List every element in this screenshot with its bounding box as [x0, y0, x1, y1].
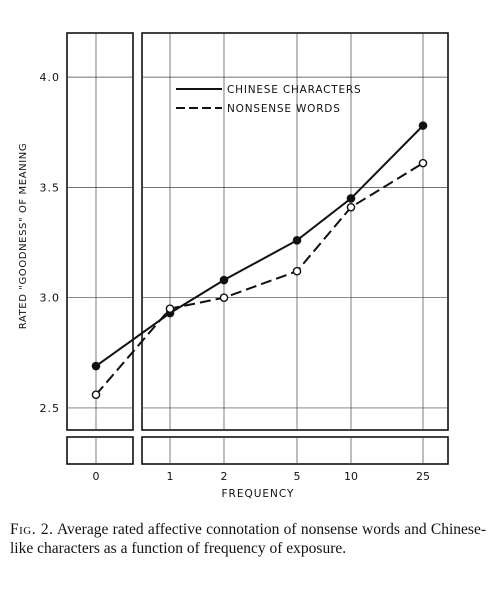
- data-series: [91, 121, 428, 400]
- chinese-characters-point-25: [418, 121, 428, 130]
- axis-strip-right: [141, 436, 449, 465]
- chinese-characters-point-10: [346, 194, 356, 203]
- x-tick-label: 10: [344, 470, 358, 483]
- nonsense-words-point-0: [91, 390, 101, 400]
- nonsense-words-point-5: [292, 266, 302, 276]
- legend-label: CHINESE CHARACTERS: [227, 84, 361, 96]
- y-tick-label: 4.0: [40, 71, 61, 84]
- y-tick-labels: 2.5 3.0 3.5 4.0: [40, 71, 61, 415]
- y-axis-label: RATED "GOODNESS" OF MEANING: [18, 143, 29, 329]
- nonsense-words-point-1: [165, 304, 175, 313]
- x-tick-label: 2: [221, 470, 228, 483]
- plot-frames: [66, 32, 449, 465]
- x-tick-label: 1: [167, 470, 174, 483]
- figure-caption: Fig. 2. Average rated affective connotat…: [10, 520, 486, 558]
- x-tick-label: 5: [294, 470, 301, 483]
- line-chart: 2.53.03.54.0 0 1 2 5 10 25 CHINESE CHARACTERS…: [18, 32, 449, 500]
- nonsense-words-point-25: [418, 158, 428, 168]
- x-tick-label: 25: [416, 470, 430, 483]
- legend: CHINESE CHARACTERS NONSENSE WORDS: [176, 84, 361, 115]
- nonsense-words-point-10: [346, 202, 356, 212]
- y-tick-label: 2.5: [40, 402, 61, 415]
- caption-text: Average rated affective connotation of n…: [10, 521, 486, 557]
- plot-frame-left: [66, 32, 134, 431]
- chinese-characters-point-0: [91, 361, 101, 371]
- series-line-nonsense-words: [95, 162, 424, 396]
- chinese-characters-point-5: [292, 236, 302, 245]
- y-tick-label: 3.0: [40, 292, 61, 305]
- chinese-characters-point-2: [219, 275, 229, 285]
- x-tick-labels: 0 1 2 5 10 25: [93, 470, 431, 483]
- nonsense-words-point-2: [219, 293, 229, 302]
- x-axis-label: FREQUENCY: [222, 488, 295, 500]
- y-tick-label: 3.5: [40, 181, 61, 194]
- legend-label: NONSENSE WORDS: [227, 103, 341, 115]
- plot-frame-right: [141, 32, 449, 431]
- series-line-chinese-characters: [95, 124, 424, 367]
- x-tick-label: 0: [93, 470, 100, 483]
- axis-strip-left: [66, 436, 134, 465]
- grid-lines: [67, 33, 448, 464]
- caption-label: Fig. 2.: [10, 521, 54, 538]
